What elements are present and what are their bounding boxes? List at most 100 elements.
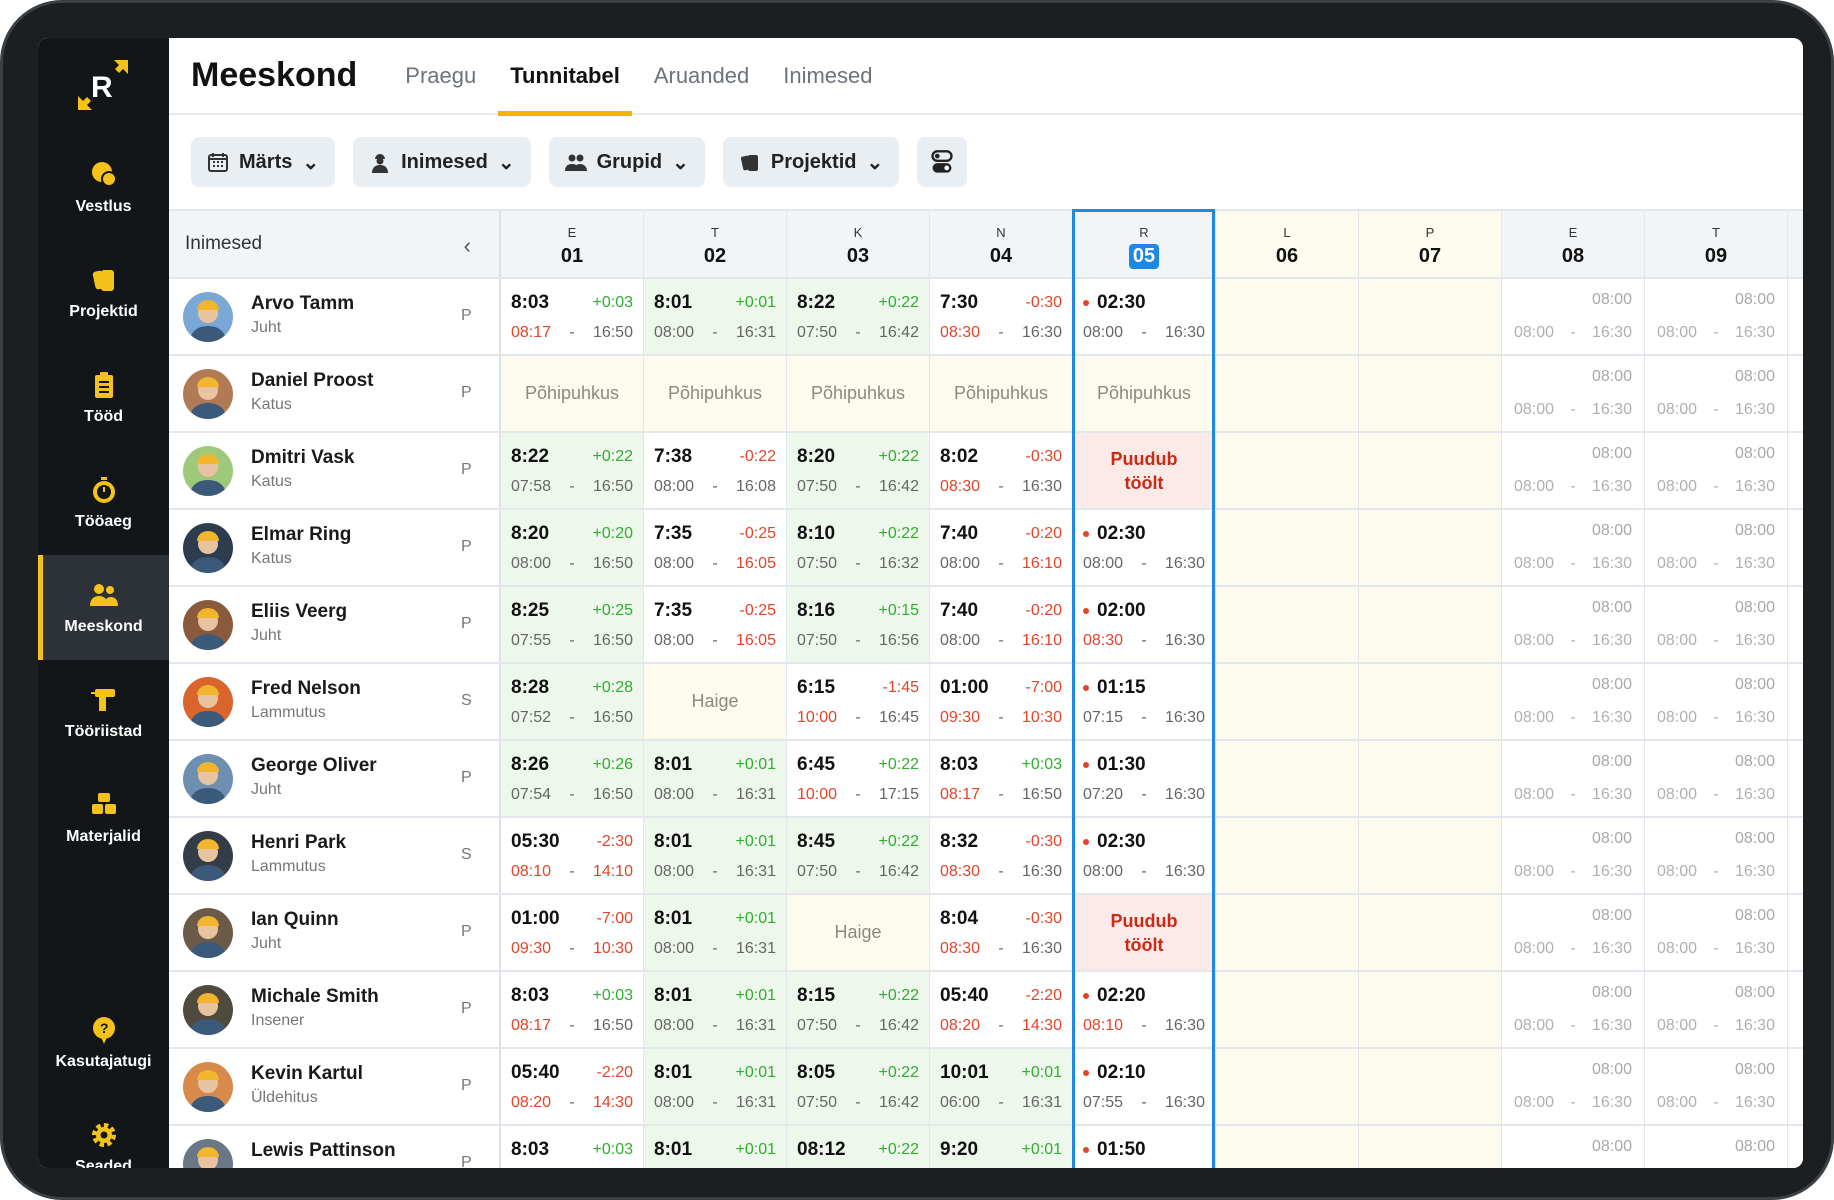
- weekend-cell[interactable]: [1359, 818, 1502, 893]
- vacation-cell[interactable]: Põhipuhkus: [644, 356, 787, 431]
- weekend-cell[interactable]: [1359, 510, 1502, 585]
- weekend-cell[interactable]: [1216, 356, 1359, 431]
- day-header-07[interactable]: P 07: [1359, 211, 1502, 277]
- weekend-cell[interactable]: [1359, 587, 1502, 662]
- weekend-cell[interactable]: [1216, 587, 1359, 662]
- day-cell[interactable]: 7:35 -0:25 08:00-16:05: [644, 587, 787, 662]
- day-cell[interactable]: 7:40 -0:20 08:00-16:10: [930, 510, 1073, 585]
- weekend-cell[interactable]: [1216, 972, 1359, 1047]
- day-cell[interactable]: 05:40 -2:20 08:20-14:30: [930, 972, 1073, 1047]
- today-cell[interactable]: 02:20 08:10-16:30: [1073, 972, 1216, 1047]
- day-cell[interactable]: 8:04 -0:30 08:30-16:30: [930, 895, 1073, 970]
- weekend-cell[interactable]: [1216, 433, 1359, 508]
- day-cell[interactable]: 01:00 -7:00 09:30-10:30: [930, 664, 1073, 739]
- day-header-01[interactable]: E 01: [501, 211, 644, 277]
- person-cell[interactable]: Ian Quinn Juht P: [169, 895, 501, 970]
- day-cell[interactable]: 8:22 +0:22 07:50-16:42: [787, 279, 930, 354]
- day-cell[interactable]: 8:03 +0:03: [501, 1126, 644, 1168]
- weekend-cell[interactable]: [1216, 741, 1359, 816]
- day-cell[interactable]: 8:01 +0:01 08:00-16:31: [644, 279, 787, 354]
- person-cell[interactable]: Michale Smith Insener P: [169, 972, 501, 1047]
- day-cell[interactable]: 8:15 +0:22 07:50-16:42: [787, 972, 930, 1047]
- day-cell[interactable]: 05:30 -2:30 08:10-14:10: [501, 818, 644, 893]
- day-cell[interactable]: 8:01 +0:01 08:00-16:31: [644, 895, 787, 970]
- today-cell[interactable]: 01:50: [1073, 1126, 1216, 1168]
- day-cell[interactable]: 8:01 +0:01: [644, 1126, 787, 1168]
- person-cell[interactable]: Daniel Proost Katus P: [169, 356, 501, 431]
- person-cell[interactable]: Dmitri Vask Katus P: [169, 433, 501, 508]
- day-cell[interactable]: 7:40 -0:20 08:00-16:10: [930, 587, 1073, 662]
- sidebar-item-tööd[interactable]: Tööd: [38, 345, 169, 450]
- tab-aruanded[interactable]: Aruanded: [653, 63, 750, 88]
- vacation-cell[interactable]: Põhipuhkus: [930, 356, 1073, 431]
- groups-dropdown[interactable]: Grupid ⌄: [548, 137, 705, 187]
- weekend-cell[interactable]: [1359, 356, 1502, 431]
- collapse-chevron-icon[interactable]: ‹: [463, 233, 471, 258]
- app-logo[interactable]: R: [74, 56, 132, 114]
- today-cell[interactable]: 02:30 08:00-16:30: [1073, 818, 1216, 893]
- day-cell[interactable]: 8:32 -0:30 08:30-16:30: [930, 818, 1073, 893]
- vacation-cell[interactable]: Põhipuhkus: [1073, 356, 1216, 431]
- sidebar-item-materjalid[interactable]: Materjalid: [38, 765, 169, 870]
- tab-inimesed[interactable]: Inimesed: [783, 63, 873, 88]
- day-cell[interactable]: 6:15 -1:45 10:00-16:45: [787, 664, 930, 739]
- weekend-cell[interactable]: [1359, 741, 1502, 816]
- weekend-cell[interactable]: [1216, 1126, 1359, 1168]
- day-cell[interactable]: 6:45 +0:22 10:00-17:15: [787, 741, 930, 816]
- weekend-cell[interactable]: [1216, 895, 1359, 970]
- weekend-cell[interactable]: [1359, 972, 1502, 1047]
- day-header-09[interactable]: T 09: [1645, 211, 1788, 277]
- weekend-cell[interactable]: [1216, 664, 1359, 739]
- tab-tunnitabel[interactable]: Tunnitabel: [498, 38, 632, 116]
- day-cell[interactable]: 7:30 -0:30 08:30-16:30: [930, 279, 1073, 354]
- sick-cell[interactable]: Haige: [644, 664, 787, 739]
- sidebar-item-vestlus[interactable]: Vestlus: [38, 135, 169, 240]
- day-cell[interactable]: 8:22 +0:22 07:58-16:50: [501, 433, 644, 508]
- vacation-cell[interactable]: Põhipuhkus: [787, 356, 930, 431]
- today-cell[interactable]: 01:30 07:20-16:30: [1073, 741, 1216, 816]
- day-cell[interactable]: 8:02 -0:30 08:30-16:30: [930, 433, 1073, 508]
- weekend-cell[interactable]: [1216, 1049, 1359, 1124]
- weekend-cell[interactable]: [1359, 279, 1502, 354]
- day-header-06[interactable]: L 06: [1216, 211, 1359, 277]
- day-cell[interactable]: 8:01 +0:01 08:00-16:31: [644, 741, 787, 816]
- day-cell[interactable]: 01:00 -7:00 09:30-10:30: [501, 895, 644, 970]
- day-header-02[interactable]: T 02: [644, 211, 787, 277]
- day-cell[interactable]: 8:10 +0:22 07:50-16:32: [787, 510, 930, 585]
- absent-cell[interactable]: Puudub töölt: [1073, 433, 1216, 508]
- weekend-cell[interactable]: [1216, 510, 1359, 585]
- sidebar-item-tööaeg[interactable]: Tööaeg: [38, 450, 169, 555]
- day-cell[interactable]: 8:03 +0:03 08:17-16:50: [930, 741, 1073, 816]
- sidebar-item-seaded[interactable]: Seaded: [38, 1095, 169, 1168]
- weekend-cell[interactable]: [1359, 433, 1502, 508]
- today-cell[interactable]: 02:30 08:00-16:30: [1073, 279, 1216, 354]
- day-cell[interactable]: 8:05 +0:22 07:50-16:42: [787, 1049, 930, 1124]
- day-cell[interactable]: 8:25 +0:25 07:55-16:50: [501, 587, 644, 662]
- day-header-03[interactable]: K 03: [787, 211, 930, 277]
- person-cell[interactable]: Lewis Pattinson P: [169, 1126, 501, 1168]
- today-cell[interactable]: 02:30 08:00-16:30: [1073, 510, 1216, 585]
- day-cell[interactable]: 8:01 +0:01 08:00-16:31: [644, 972, 787, 1047]
- day-cell[interactable]: 10:01 +0:01 06:00-16:31: [930, 1049, 1073, 1124]
- weekend-cell[interactable]: [1216, 818, 1359, 893]
- day-cell[interactable]: 8:01 +0:01 08:00-16:31: [644, 1049, 787, 1124]
- person-cell[interactable]: Elmar Ring Katus P: [169, 510, 501, 585]
- weekend-cell[interactable]: [1359, 1049, 1502, 1124]
- weekend-cell[interactable]: [1216, 279, 1359, 354]
- view-toggle-button[interactable]: [917, 137, 968, 187]
- day-header-08[interactable]: E 08: [1502, 211, 1645, 277]
- day-cell[interactable]: 7:35 -0:25 08:00-16:05: [644, 510, 787, 585]
- person-cell[interactable]: Henri Park Lammutus S: [169, 818, 501, 893]
